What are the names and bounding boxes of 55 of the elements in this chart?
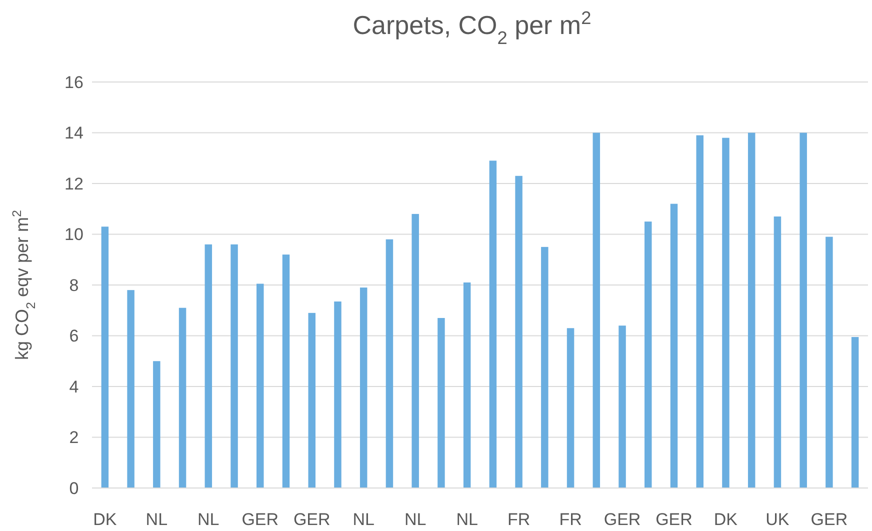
- x-tick-label: GER: [242, 510, 279, 529]
- y-tick-label: 6: [69, 326, 79, 346]
- x-tick-label: GER: [293, 510, 330, 529]
- bar: [696, 135, 704, 488]
- x-tick-label: NL: [456, 510, 478, 529]
- bar: [722, 138, 730, 488]
- bar: [256, 284, 264, 488]
- bar: [127, 290, 134, 488]
- bar: [178, 308, 186, 488]
- bar: [334, 301, 342, 488]
- bar: [282, 254, 290, 488]
- bar: [541, 246, 548, 488]
- y-tick-label: 2: [69, 428, 79, 448]
- x-tick-label: GER: [656, 510, 692, 529]
- bar: [204, 244, 212, 488]
- bar: [800, 132, 807, 488]
- y-tick-label: 8: [69, 276, 79, 295]
- bar: [360, 288, 368, 488]
- bar: [618, 326, 626, 488]
- bar: [463, 282, 471, 488]
- x-tick-label: UK: [766, 510, 790, 529]
- x-tick-label: DK: [714, 510, 738, 529]
- bar: [748, 132, 756, 488]
- bar: [386, 239, 394, 488]
- bar: [489, 160, 497, 488]
- bar: [101, 226, 109, 488]
- y-tick-label: 4: [69, 377, 79, 396]
- bar: [230, 244, 238, 488]
- bar: [592, 132, 600, 488]
- y-tick-label: 0: [69, 478, 79, 498]
- x-tick-label: FR: [559, 510, 582, 529]
- y-tick-label: 16: [64, 72, 84, 92]
- bar: [438, 318, 445, 488]
- y-tick-label: 12: [64, 174, 84, 194]
- bar: [566, 328, 574, 488]
- y-tick-label: 14: [64, 124, 84, 143]
- bar: [515, 176, 522, 488]
- bar: [851, 337, 859, 488]
- bar: [153, 361, 160, 488]
- x-tick-label: NL: [198, 510, 220, 529]
- x-tick-label: NL: [146, 510, 168, 529]
- bar: [774, 216, 782, 488]
- x-tick-label: GER: [604, 510, 641, 529]
- chart-title: Carpets, CO$_{2}$ per m$^{2}$: [352, 8, 592, 48]
- bar: [412, 214, 419, 488]
- x-tick-label: NL: [352, 510, 374, 529]
- bar: [826, 236, 833, 488]
- bar: [670, 204, 678, 488]
- bar: [308, 312, 316, 488]
- x-tick-label: DK: [93, 510, 118, 529]
- x-tick-label: FR: [507, 510, 530, 529]
- x-tick-label: GER: [810, 510, 848, 529]
- x-tick-label: NL: [404, 510, 426, 529]
- y-tick-label: 10: [64, 225, 84, 244]
- bar: [644, 222, 652, 488]
